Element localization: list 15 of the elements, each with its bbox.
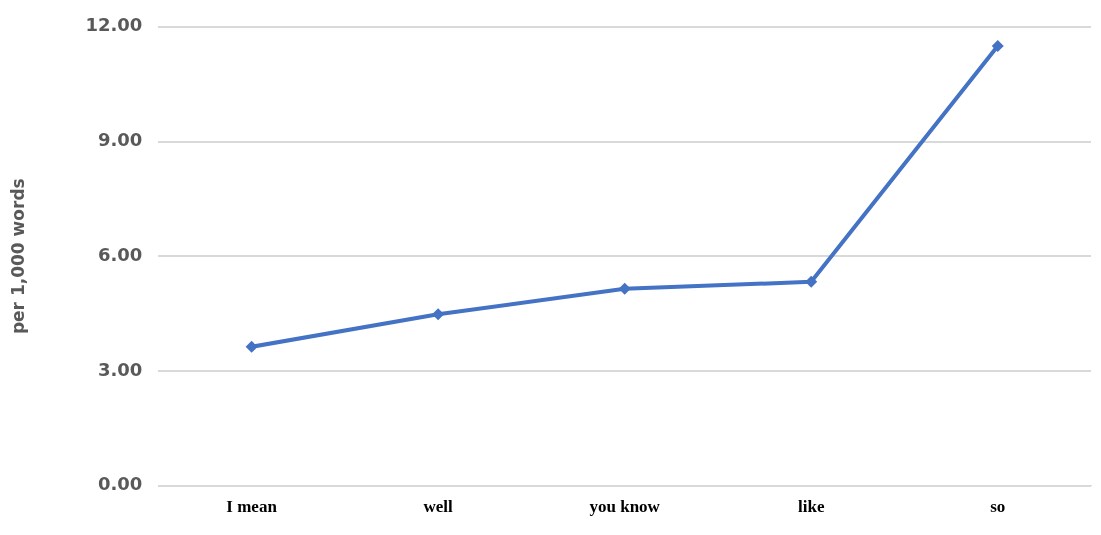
- x-tick-label: so: [990, 497, 1006, 517]
- point: [991, 39, 1004, 52]
- point: [618, 282, 631, 295]
- y-tick-label: 6.00: [97, 243, 143, 265]
- point: [432, 308, 445, 321]
- x-tick-label: well: [423, 497, 454, 517]
- x-tick-label: I mean: [226, 497, 278, 517]
- x-tick-label: like: [797, 497, 825, 517]
- y-tick-label: 3.00: [97, 358, 143, 380]
- y-tick-label: 9.00: [97, 129, 143, 151]
- y-tick-label: 0.00: [97, 473, 143, 495]
- y-axis-title: per 1,000 words: [7, 178, 28, 335]
- y-tick-label: 12.00: [85, 14, 143, 36]
- point: [245, 340, 258, 353]
- x-tick-label: you know: [589, 497, 661, 517]
